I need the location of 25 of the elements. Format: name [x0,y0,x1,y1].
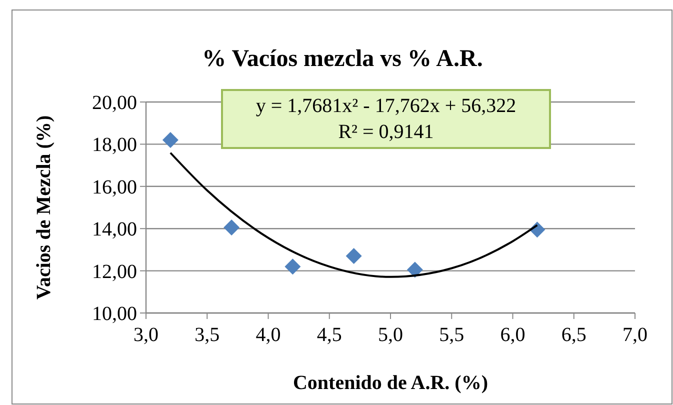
y-tick-label: 14,00 [92,218,137,241]
x-tick-label: 4,0 [256,324,281,346]
x-axis-title: Contenido de A.R. (%) [292,372,488,394]
x-tick-label: 6,5 [561,324,586,346]
y-tick-label: 12,00 [92,260,137,283]
y-tick-label: 18,00 [92,134,137,156]
y-tick-label: 10,00 [92,303,137,325]
x-tick-label: 3,5 [194,324,220,346]
y-tick-label: 16,00 [92,176,137,198]
x-tick-label: 6,0 [500,324,526,346]
point [224,220,240,236]
x-tick-label: 4,5 [316,324,342,346]
x-tick-label: 7,0 [622,324,648,346]
chart-title: % Vacíos mezcla vs % A.R. [202,46,483,72]
point [162,132,178,148]
annotation: y = 1,7681x² - 17,762x + 56,322 [256,95,516,117]
x-tick-label: 5,5 [439,324,464,346]
point [346,248,362,264]
y-axis-title: Vacios de Mezcla (%) [33,115,55,300]
x-tick-label: 5,0 [378,324,403,346]
point [406,262,423,278]
annotation: R² = 0,9141 [338,121,434,143]
point [284,258,301,275]
y-tick-label: 20,00 [92,92,137,114]
x-tick-label: 3,0 [134,324,158,346]
